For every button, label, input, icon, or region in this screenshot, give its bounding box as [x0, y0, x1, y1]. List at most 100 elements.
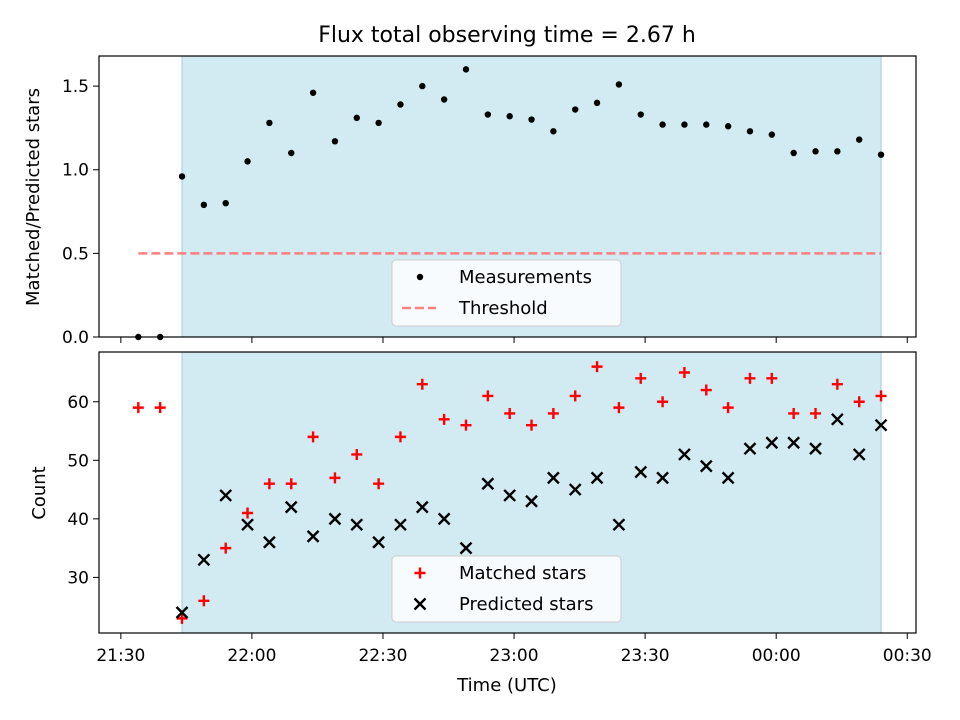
predicted-point — [678, 448, 691, 461]
axes-frame — [98, 55, 917, 338]
measurement-point — [244, 158, 251, 165]
measurement-point — [572, 106, 579, 113]
predicted-point — [721, 471, 735, 485]
chart-title: Flux total observing time = 2.67 h — [318, 23, 696, 48]
series-predicted-stars — [175, 412, 888, 619]
top-ylabel: Matched/Predicted stars — [23, 88, 44, 306]
legend-label: Measurements — [459, 267, 592, 288]
matched-point — [547, 407, 559, 419]
measurement-point — [856, 136, 863, 143]
matched-point — [591, 361, 603, 373]
predicted-point — [263, 535, 276, 549]
measurement-point — [397, 101, 404, 108]
matched-point — [285, 478, 297, 490]
legend-measurement-swatch — [416, 273, 424, 281]
x-tick-label: 23:30 — [621, 646, 670, 666]
matched-point — [788, 407, 800, 419]
predicted-point — [197, 553, 211, 567]
legend-box — [391, 555, 622, 623]
matched-point — [220, 542, 232, 554]
measurement-point — [200, 201, 208, 209]
matched-point — [831, 378, 843, 390]
measurement-point — [550, 128, 557, 135]
predicted-point — [328, 512, 342, 526]
matched-point — [853, 396, 865, 408]
y-tick-label: 60 — [67, 393, 89, 413]
measurement-point — [593, 99, 601, 107]
predicted-point — [437, 512, 451, 526]
bottom-ylabel: Count — [29, 466, 50, 519]
series-matched-stars — [132, 361, 887, 624]
matched-point — [416, 378, 428, 390]
y-tick-label: 40 — [67, 510, 89, 530]
measurement-point — [681, 121, 688, 128]
x-tick-label: 23:00 — [490, 646, 539, 666]
predicted-point — [372, 535, 385, 549]
matched-point — [504, 407, 516, 419]
y-tick-label: 30 — [67, 568, 89, 588]
predicted-point — [831, 412, 844, 426]
matched-point — [678, 366, 690, 378]
top-panel: 0.0 0.5 1.0 1.5 Measurements Threshold — [62, 55, 917, 348]
matched-point — [657, 396, 669, 408]
predicted-point — [503, 489, 517, 502]
measurement-point — [834, 148, 841, 155]
matched-point — [722, 402, 734, 414]
x-tick-label: 22:30 — [358, 646, 407, 666]
y-tick-label: 50 — [67, 451, 89, 471]
matched-point — [132, 402, 144, 414]
measurement-point — [768, 131, 776, 138]
measurement-point — [375, 119, 382, 127]
matched-point — [198, 595, 210, 607]
matched-point — [154, 402, 166, 414]
matched-point — [569, 390, 581, 402]
legend-matched-swatch — [414, 567, 426, 579]
matched-point — [810, 407, 822, 419]
legend-label: Predicted stars — [459, 594, 593, 615]
measurement-point — [462, 66, 470, 73]
measurement-point — [659, 121, 666, 128]
matched-point — [613, 402, 625, 414]
predicted-point — [656, 471, 669, 485]
matched-point — [744, 372, 756, 384]
predicted-point — [284, 500, 298, 514]
legend-label: Matched stars — [459, 563, 586, 584]
measurement-point — [331, 138, 339, 145]
predicted-point — [568, 483, 582, 496]
predicted-point — [175, 606, 189, 619]
predicted-point — [765, 436, 779, 450]
predicted-point — [481, 477, 495, 491]
x-axis-label: Time (UTC) — [456, 675, 557, 696]
series-measurements — [135, 66, 885, 341]
measurement-point — [528, 116, 535, 123]
predicted-point — [787, 436, 801, 450]
x-tick-label: 00:30 — [883, 646, 932, 666]
matched-point — [351, 448, 363, 460]
y-tick-label: 0.0 — [62, 328, 89, 348]
measurement-point — [724, 123, 732, 130]
predicted-point — [459, 541, 473, 555]
predicted-point — [809, 442, 822, 455]
legend: Matched stars Predicted stars — [391, 555, 622, 623]
matched-point — [373, 478, 385, 490]
matched-point — [700, 384, 712, 396]
measurement-point — [178, 173, 186, 180]
y-tick-label: 0.5 — [62, 244, 89, 264]
measurement-point — [288, 149, 295, 157]
measurement-point — [615, 81, 623, 88]
predicted-point — [241, 518, 254, 532]
matched-point — [263, 478, 275, 490]
predicted-point — [350, 518, 364, 532]
measurement-point — [703, 121, 710, 128]
measurement-point — [877, 151, 885, 158]
matched-point — [460, 419, 472, 431]
matched-point — [307, 431, 319, 443]
matched-point — [635, 372, 647, 384]
matched-point — [394, 431, 406, 443]
legend-predicted-swatch — [413, 597, 427, 611]
measurement-point — [309, 89, 317, 96]
predicted-point — [634, 465, 648, 479]
x-tick-label: 22:00 — [227, 646, 276, 666]
measurement-point — [440, 96, 448, 103]
matched-point — [875, 390, 887, 402]
